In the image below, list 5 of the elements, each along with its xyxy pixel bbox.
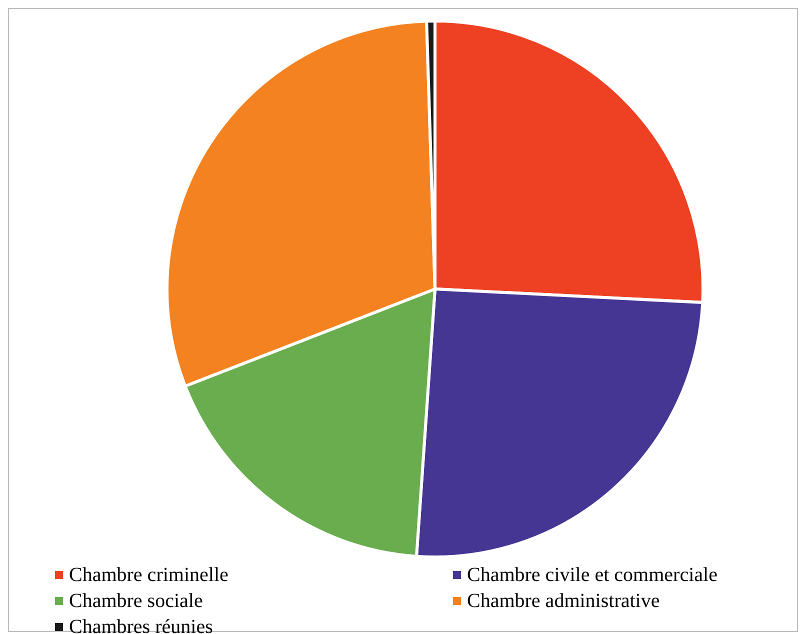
legend-label: Chambres réunies	[69, 615, 213, 634]
legend-label: Chambre sociale	[69, 589, 203, 614]
legend-label: Chambre criminelle	[69, 563, 228, 588]
legend-label: Chambre civile et commerciale	[467, 563, 718, 588]
legend-label: Chambre administrative	[467, 589, 660, 614]
